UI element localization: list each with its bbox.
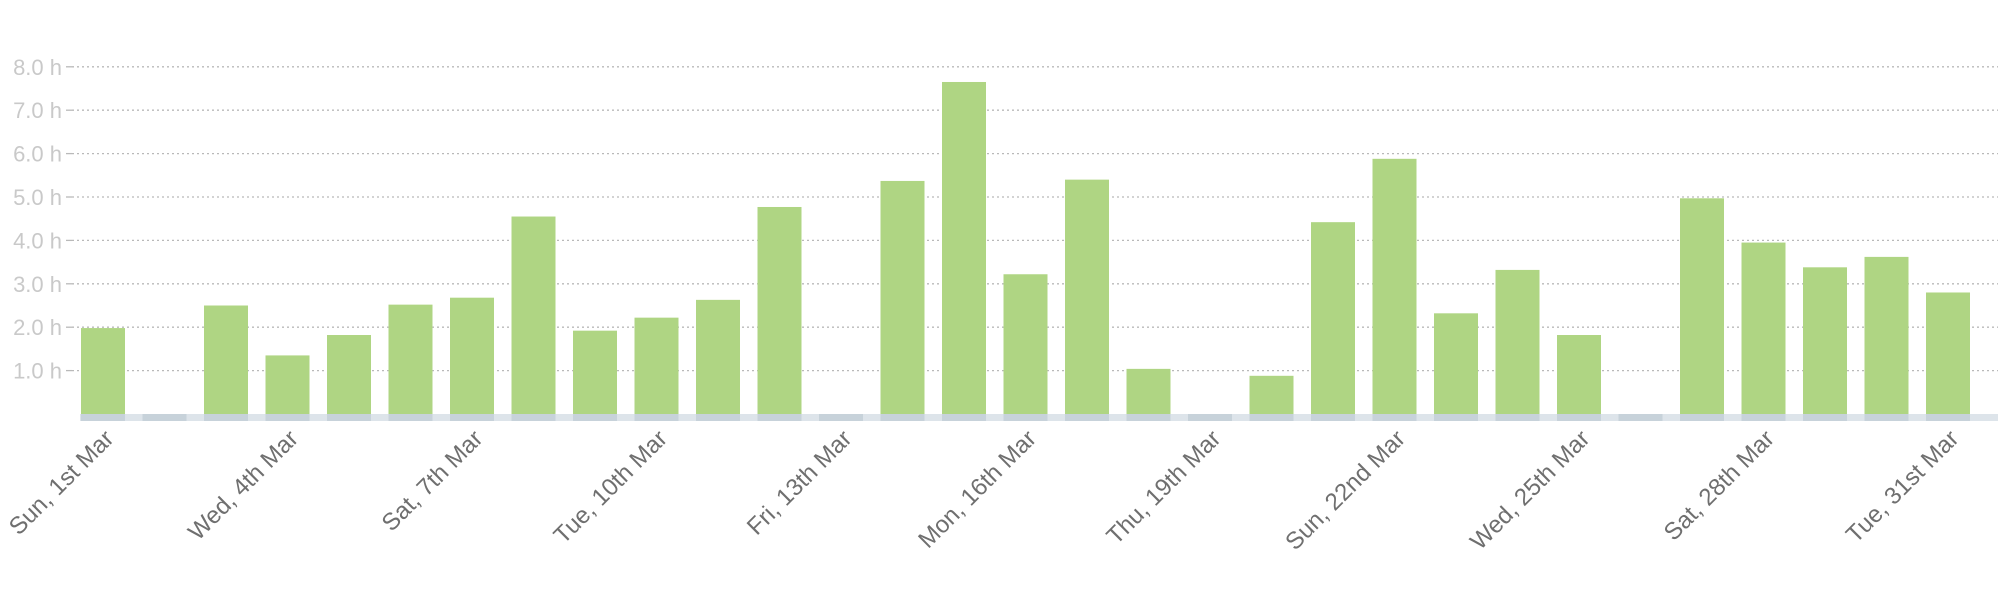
- bar-base: [634, 414, 679, 421]
- bar[interactable]: [1003, 274, 1048, 414]
- bar-base: [204, 414, 248, 421]
- x-axis-labels: Sun, 1st Mar Wed, 4th Mar Sat, 7th Mar Tue,…: [4, 425, 1964, 555]
- bar[interactable]: [1065, 179, 1109, 414]
- bar[interactable]: [1557, 335, 1601, 414]
- y-tick-label: 2.0 h: [13, 315, 62, 340]
- bar[interactable]: [1372, 158, 1417, 414]
- bar[interactable]: [1803, 267, 1847, 414]
- bar[interactable]: [265, 355, 310, 414]
- y-tick-label: 1.0 h: [13, 359, 62, 384]
- bar-base: [1618, 414, 1663, 421]
- bar-base: [450, 414, 494, 421]
- bar[interactable]: [880, 180, 925, 414]
- x-tick-label: Sat, 7th Mar: [377, 425, 489, 537]
- bar[interactable]: [1311, 222, 1355, 414]
- bar-base: [1495, 414, 1540, 421]
- bar-base: [1311, 414, 1355, 421]
- x-tick-label: Sat, 28th Mar: [1659, 425, 1780, 546]
- bar-base: [1741, 414, 1786, 421]
- bar[interactable]: [942, 81, 986, 415]
- x-tick-label: Fri, 13th Mar: [742, 425, 857, 540]
- bar-base: [1065, 414, 1109, 421]
- bar-base: [1372, 414, 1417, 421]
- bar-base: [265, 414, 310, 421]
- bar[interactable]: [1434, 313, 1478, 414]
- bar[interactable]: [327, 335, 371, 414]
- bar-base: [1803, 414, 1847, 421]
- bar[interactable]: [1249, 375, 1294, 414]
- bar[interactable]: [1126, 368, 1171, 414]
- y-tick-label: 6.0 h: [13, 142, 62, 167]
- bar-base: [1003, 414, 1048, 421]
- bar-base: [1926, 414, 1970, 421]
- x-tick-label: Tue, 31st Mar: [1841, 425, 1964, 548]
- bar-base: [1680, 414, 1724, 421]
- bar-base: [573, 414, 617, 421]
- bar-base: [696, 414, 740, 421]
- bar-base: [1188, 414, 1232, 421]
- bar-base: [511, 414, 556, 421]
- bar-base: [880, 414, 925, 421]
- bar[interactable]: [573, 330, 617, 414]
- y-axis-labels: 1.0 h 2.0 h 3.0 h 4.0 h 5.0 h 6.0 h 7.0 h 8.0 h: [13, 55, 62, 384]
- bar-base: [942, 414, 986, 421]
- bar[interactable]: [388, 304, 433, 414]
- bar-base: [757, 414, 802, 421]
- bar[interactable]: [511, 216, 556, 414]
- bar[interactable]: [81, 328, 125, 414]
- y-tick-label: 3.0 h: [13, 272, 62, 297]
- bar-base: [1864, 414, 1909, 421]
- x-tick-label: Tue, 10th Mar: [549, 425, 673, 549]
- bar[interactable]: [450, 297, 494, 414]
- bars-layer: [81, 81, 1970, 421]
- bar[interactable]: [757, 206, 802, 414]
- bar-base: [142, 414, 187, 421]
- y-tick-label: 5.0 h: [13, 185, 62, 210]
- bar[interactable]: [1864, 256, 1909, 414]
- bar-base: [1557, 414, 1601, 421]
- bar[interactable]: [696, 299, 740, 414]
- bar-base: [81, 414, 125, 421]
- x-tick-label: Mon, 16th Mar: [913, 425, 1042, 554]
- bar-base: [1126, 414, 1171, 421]
- y-tick-label: 8.0 h: [13, 55, 62, 80]
- y-tick-label: 7.0 h: [13, 98, 62, 123]
- x-tick-label: Sun, 1st Mar: [4, 425, 119, 540]
- x-tick-label: Sun, 22nd Mar: [1280, 425, 1410, 555]
- bar[interactable]: [1926, 292, 1970, 414]
- bar-base: [327, 414, 371, 421]
- bar-base: [1434, 414, 1478, 421]
- bar-base: [819, 414, 863, 421]
- x-tick-label: Wed, 4th Mar: [183, 425, 304, 546]
- x-tick-label: Thu, 19th Mar: [1102, 425, 1227, 550]
- bar-base: [388, 414, 433, 421]
- bar[interactable]: [1680, 198, 1724, 414]
- bar-base: [1249, 414, 1294, 421]
- x-tick-label: Wed, 25th Mar: [1465, 425, 1595, 555]
- bar[interactable]: [634, 317, 679, 414]
- y-tick-label: 4.0 h: [13, 228, 62, 253]
- bar[interactable]: [1495, 269, 1540, 414]
- bar[interactable]: [204, 305, 248, 415]
- grid-layer: [66, 66, 1998, 372]
- bar[interactable]: [1741, 242, 1786, 414]
